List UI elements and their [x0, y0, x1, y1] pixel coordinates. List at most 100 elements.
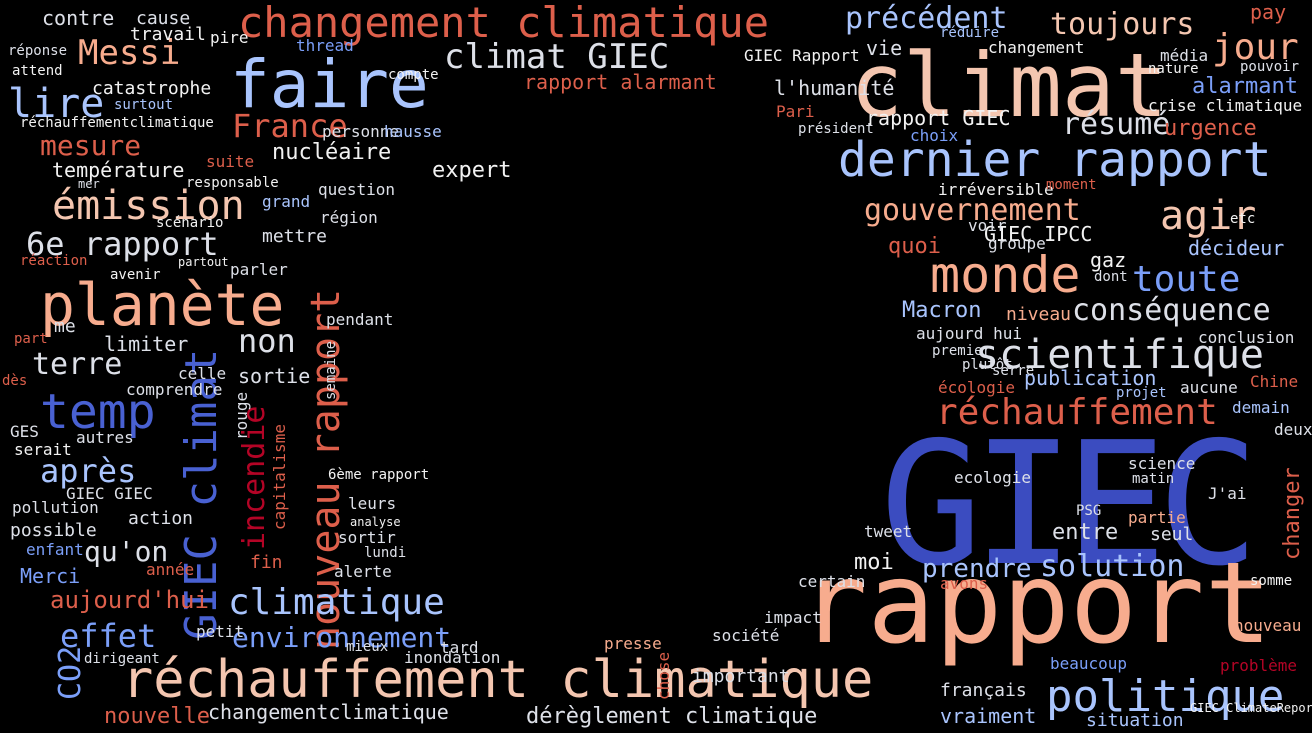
word-changementclimatique: changementclimatique — [208, 700, 449, 724]
word-climat: climat — [850, 34, 1168, 137]
word-quoi: quoi — [888, 234, 941, 259]
word-thread: thread — [296, 36, 354, 55]
word-publication: publication — [1024, 366, 1157, 390]
word-temperature: température — [52, 158, 185, 182]
word-pari: Pari — [776, 102, 815, 121]
word-mer: mer — [78, 177, 100, 191]
word-temp: temp — [40, 384, 156, 440]
word-hausse: hausse — [384, 122, 442, 141]
word-plutot: plutôt — [962, 357, 1013, 373]
word-planete: planète — [40, 271, 285, 339]
word-crise-climatique: crise climatique — [1148, 96, 1303, 115]
word-mesure: mesure — [40, 129, 142, 162]
word-niveau: niveau — [1006, 304, 1072, 325]
word-matin: matin — [1132, 471, 1175, 487]
word-alarmant: alarmant — [1192, 74, 1298, 99]
word-toute: toute — [1132, 259, 1241, 300]
word-dirigeant: dirigeant — [84, 651, 160, 667]
word-rechauffement-climatique: réchauffement climatique — [122, 650, 874, 710]
word-science: science — [1128, 454, 1196, 473]
word-etc: etc — [1230, 211, 1256, 227]
word-nouvelle: nouvelle — [104, 704, 210, 729]
word-partie: partie — [1128, 508, 1186, 527]
word-surtout: surtout — [114, 97, 174, 113]
word-responsable: responsable — [186, 175, 279, 191]
word-travail: travail — [130, 24, 206, 45]
word-vie: vie — [866, 36, 903, 60]
word-psg: PSG — [1076, 503, 1102, 519]
word-aujourd-hui-2: aujourd hui — [916, 324, 1022, 343]
word-situation: situation — [1086, 710, 1184, 731]
word-giec-rapport: GIEC Rapport — [744, 46, 860, 65]
word-francais: français — [940, 680, 1027, 701]
word-rapport-giec: rapport GIEC — [866, 106, 1011, 130]
word-suite: suite — [206, 152, 255, 171]
word-faire: faire — [230, 46, 429, 123]
word-j-ai: J'ai — [1208, 484, 1247, 503]
word-contre: contre — [42, 6, 115, 30]
word-apres: après — [40, 452, 137, 490]
word-6e-rapport: 6e rapport — [26, 225, 219, 263]
word-ecologie-2: ecologie — [954, 468, 1032, 487]
word-consequence: conséquence — [1072, 293, 1271, 328]
word-dereglement-climatique: dérèglement climatique — [526, 704, 818, 729]
word-non: non — [238, 322, 296, 360]
word-certain: certain — [798, 572, 866, 591]
word-giec-climatereport: GIEC ClimateReport — [1190, 701, 1312, 715]
word-avenir: avenir — [110, 267, 161, 283]
word-personne: personne — [322, 122, 400, 141]
word-terre: terre — [32, 347, 123, 382]
word-voir: voir — [968, 216, 1007, 235]
word-agir: agir — [1160, 193, 1257, 239]
word-ges: GES — [10, 422, 39, 441]
word-question: question — [318, 180, 396, 199]
word-effet: effet — [60, 617, 157, 655]
word-scientifique: scientifique — [975, 332, 1264, 378]
word-pouvoir: pouvoir — [1240, 59, 1300, 75]
word-rechauffementclimatique: réchauffementclimatique — [20, 115, 214, 131]
word-nature: nature — [1148, 61, 1199, 77]
word-president: président — [798, 121, 874, 137]
word-analyse: analyse — [350, 515, 401, 529]
word-serre: serre — [992, 363, 1035, 379]
word-lundi: lundi — [364, 545, 407, 561]
word-climat-giec: climat GIEC — [444, 37, 670, 77]
word-fin: fin — [250, 552, 283, 573]
word-conclusion: conclusion — [1198, 328, 1295, 347]
word-pire: pire — [210, 28, 249, 47]
word-chose: chose — [654, 651, 673, 700]
word-inondation: inondation — [404, 648, 501, 667]
word-dernier-rapport: dernier rapport — [838, 132, 1272, 188]
word-probleme: problème — [1220, 656, 1298, 675]
word-aucune: aucune — [1180, 378, 1238, 397]
word-monde: monde — [930, 246, 1081, 304]
word-partout: partout — [178, 255, 229, 269]
word-moi: moi — [854, 550, 894, 575]
word-reduire: réduire — [940, 25, 1000, 41]
word-co2: CO2 — [53, 645, 88, 700]
word-reponse: réponse — [8, 43, 68, 59]
word-impact: impact — [764, 608, 822, 627]
word-nouveau: nouveau — [1234, 616, 1302, 635]
word-leurs: leurs — [348, 494, 397, 513]
word-presse: presse — [604, 634, 662, 653]
word-messi: Messi — [78, 33, 181, 73]
word-societe: société — [712, 626, 780, 645]
word-resume: résumé — [1062, 107, 1171, 142]
word-sortie: sortie — [238, 364, 311, 388]
word-environnement: environnement — [232, 621, 452, 654]
word-seul: seul — [1150, 524, 1194, 545]
word-semaine: semaine — [323, 340, 339, 400]
word-rapport-alarmant: rapport alarmant — [524, 70, 717, 94]
word-annee: année — [146, 560, 195, 579]
word-aujourd-hui: aujourd'hui — [50, 586, 209, 614]
word-giec-giec: GIEC GIEC — [66, 484, 153, 503]
word-l-humanite: l'humanité — [774, 76, 895, 100]
word-mieux: mieux — [346, 639, 389, 655]
word-rouge: rouge — [232, 391, 251, 440]
word-region: région — [320, 208, 378, 227]
word-cause: cause — [136, 8, 191, 29]
word-climatique: climatique — [228, 582, 445, 623]
word-entre: entre — [1052, 520, 1119, 545]
